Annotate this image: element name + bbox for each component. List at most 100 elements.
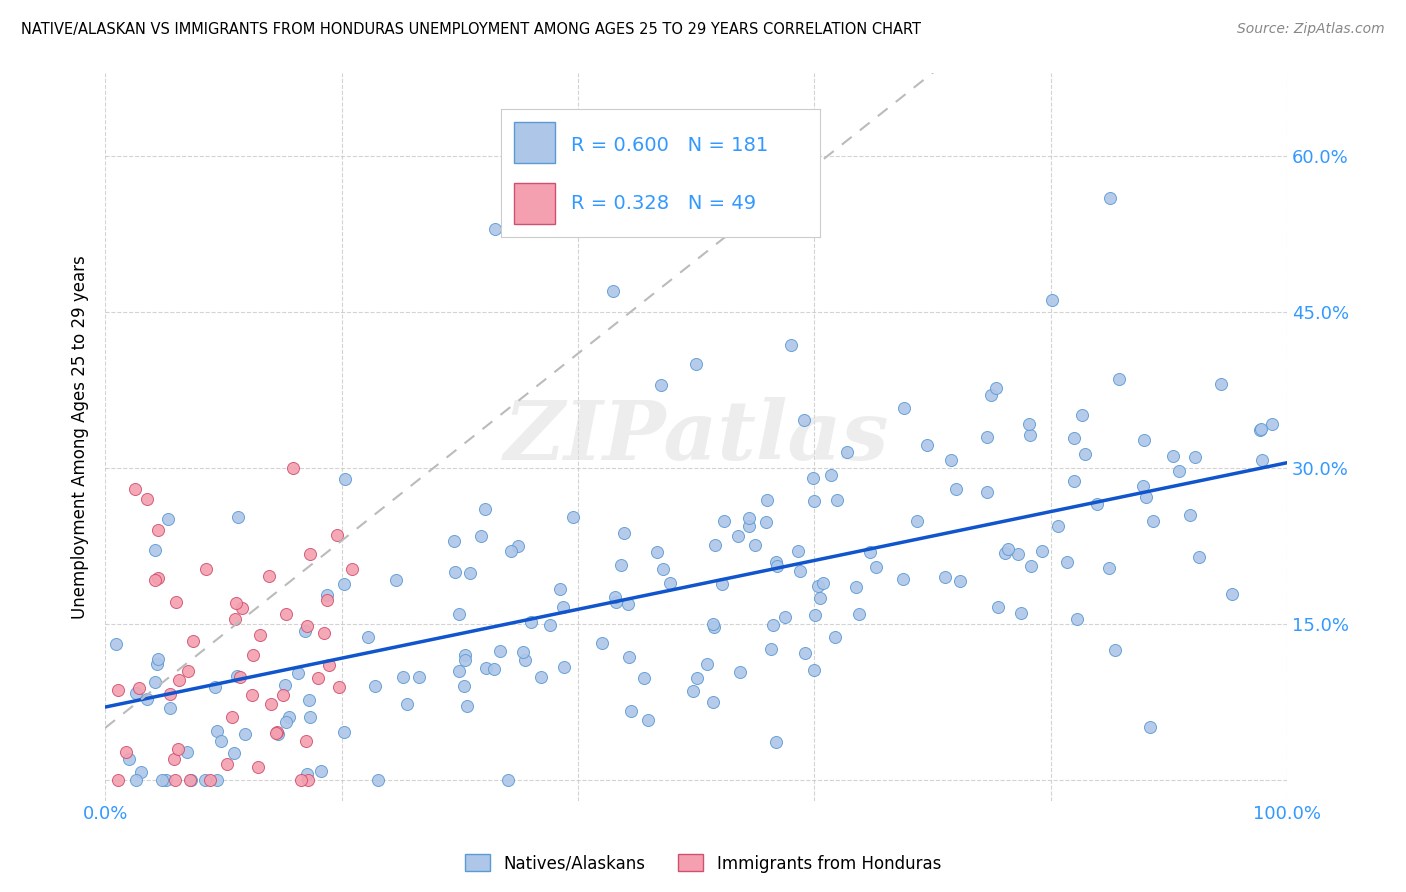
Point (167, 673, 190, 688)
Point (298, 709, 321, 723)
Point (176, 745, 198, 759)
Point (311, 764, 333, 778)
Legend: Natives/Alaskans, Immigrants from Honduras: Natives/Alaskans, Immigrants from Hondur… (458, 847, 948, 880)
Point (384, 574, 406, 588)
Point (163, 772, 186, 787)
Point (1211, 376, 1233, 391)
Point (1063, 474, 1085, 488)
Point (129, 765, 152, 780)
Point (273, 678, 295, 692)
Point (905, 514, 928, 528)
Point (520, 615, 543, 629)
Point (984, 381, 1007, 395)
Point (333, 577, 356, 591)
Point (858, 545, 880, 559)
Point (207, 724, 229, 739)
Point (794, 646, 817, 660)
Point (808, 591, 831, 605)
Point (803, 493, 825, 508)
Text: Source: ZipAtlas.com: Source: ZipAtlas.com (1237, 22, 1385, 37)
Point (357, 630, 380, 644)
Point (934, 570, 956, 584)
Point (603, 590, 626, 604)
Point (1104, 642, 1126, 657)
Point (453, 648, 475, 662)
Point (1168, 465, 1191, 479)
Point (159, 700, 181, 714)
Point (271, 688, 294, 702)
Point (703, 620, 725, 634)
Point (205, 772, 228, 787)
Point (143, 675, 166, 690)
Point (893, 401, 915, 416)
Point (107, 683, 129, 698)
Point (146, 652, 169, 666)
Point (824, 630, 846, 644)
Point (443, 534, 465, 549)
Point (498, 772, 520, 787)
Point (107, 772, 129, 787)
Point (166, 741, 188, 756)
Point (773, 610, 796, 624)
Point (538, 618, 561, 632)
Point (1071, 408, 1094, 422)
Point (703, 538, 725, 552)
Point (159, 686, 181, 700)
Point (591, 636, 613, 650)
Point (287, 666, 309, 681)
Point (728, 665, 751, 680)
Point (891, 572, 914, 586)
Point (484, 222, 506, 236)
Point (696, 657, 718, 671)
Point (1161, 449, 1184, 463)
Point (561, 510, 583, 524)
Point (1019, 428, 1042, 442)
Point (276, 607, 298, 621)
Point (124, 686, 146, 700)
Point (499, 544, 522, 558)
Point (1021, 558, 1043, 573)
Point (686, 671, 709, 685)
Point (762, 618, 785, 632)
Point (755, 515, 778, 529)
Point (224, 746, 246, 760)
Point (765, 735, 787, 749)
Point (508, 540, 530, 554)
Point (177, 664, 200, 678)
Point (224, 612, 246, 626)
Point (1132, 479, 1154, 493)
Point (259, 697, 281, 711)
Text: NATIVE/ALASKAN VS IMMIGRANTS FROM HONDURAS UNEMPLOYMENT AMONG AGES 25 TO 29 YEAR: NATIVE/ALASKAN VS IMMIGRANTS FROM HONDUR… (21, 22, 921, 37)
Point (633, 671, 655, 685)
Point (530, 670, 553, 684)
Point (727, 529, 749, 543)
Point (761, 642, 783, 657)
Point (619, 704, 641, 718)
Point (605, 595, 627, 609)
Point (221, 710, 243, 724)
Point (290, 772, 312, 787)
Point (136, 692, 159, 706)
Point (848, 607, 870, 622)
Point (298, 547, 321, 561)
Point (997, 542, 1019, 557)
Point (312, 625, 335, 640)
Point (489, 643, 512, 657)
Point (277, 709, 299, 723)
Point (613, 525, 636, 540)
Point (513, 653, 536, 667)
Point (392, 670, 415, 684)
Point (444, 566, 467, 580)
Point (682, 683, 704, 698)
Point (1135, 490, 1157, 504)
Point (945, 482, 967, 496)
Point (408, 670, 430, 684)
Point (204, 680, 226, 694)
Point (474, 502, 496, 516)
Point (738, 510, 761, 524)
Point (994, 546, 1017, 560)
Point (1007, 547, 1029, 561)
Point (143, 543, 166, 558)
Point (315, 592, 337, 607)
Point (1108, 372, 1130, 386)
